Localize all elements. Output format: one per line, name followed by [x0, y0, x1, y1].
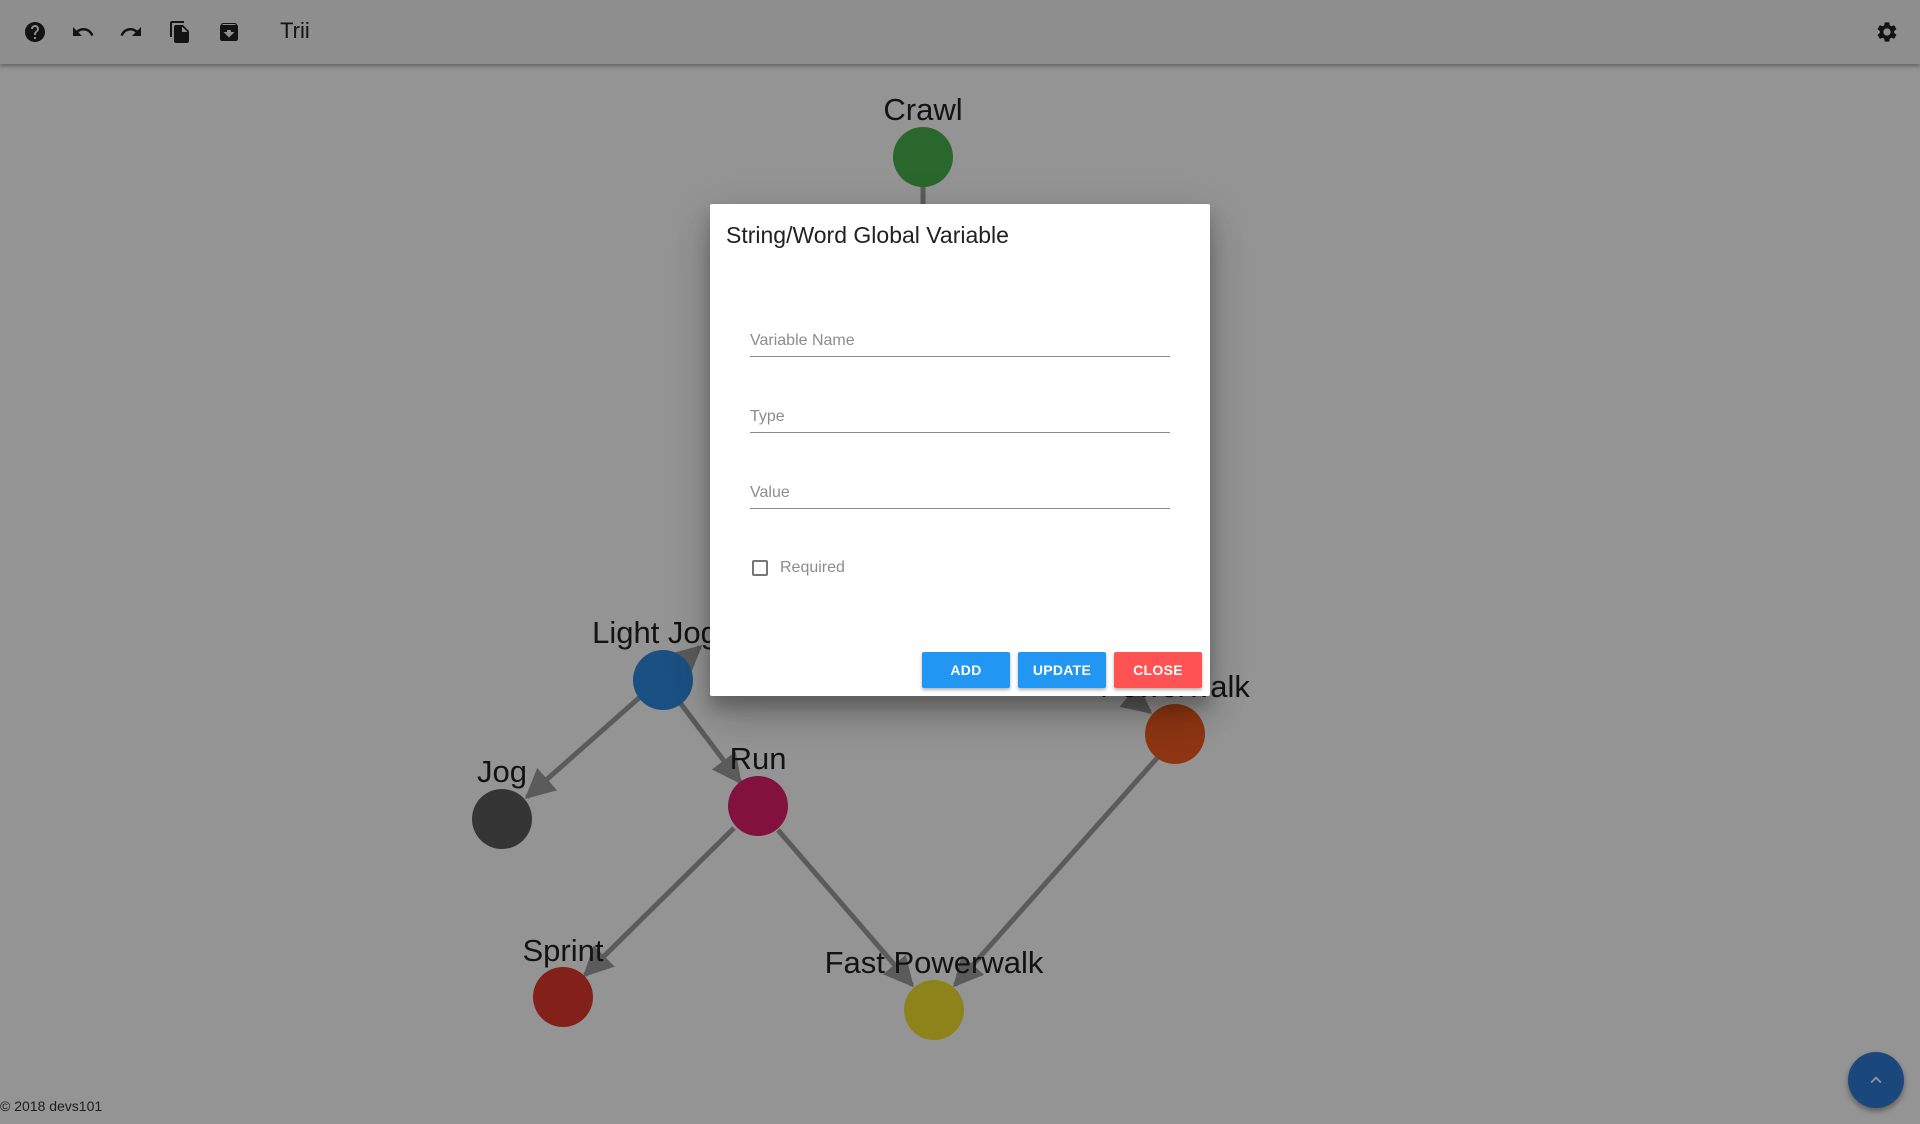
- variable-name-input[interactable]: [750, 332, 1170, 350]
- graph-nodes[interactable]: Crawl Light Jog Jog Run Sprint Fast Powerwalk…: [472, 92, 1250, 1040]
- help-button[interactable]: [17, 14, 53, 50]
- variable-name-field[interactable]: [750, 316, 1170, 357]
- required-row[interactable]: Required: [750, 556, 845, 580]
- graph-node-circle[interactable]: [904, 980, 964, 1040]
- value-field[interactable]: [750, 468, 1170, 509]
- scroll-up-fab[interactable]: [1848, 1052, 1904, 1108]
- graph-node[interactable]: Sprint: [523, 933, 604, 1027]
- redo-icon: [120, 27, 141, 36]
- graph-node-label: Light Jog: [592, 615, 718, 650]
- update-button[interactable]: UPDATE: [1018, 652, 1106, 688]
- chevron-up-icon: [1870, 1076, 1882, 1084]
- graph-node[interactable]: Jog: [472, 754, 532, 849]
- redo-button[interactable]: [113, 14, 149, 50]
- graph-node-circle[interactable]: [633, 650, 693, 710]
- graph-node-circle[interactable]: [1145, 704, 1205, 764]
- value-input[interactable]: [750, 484, 1170, 502]
- add-button[interactable]: ADD: [922, 652, 1010, 688]
- graph-node-circle[interactable]: [472, 789, 532, 849]
- graph-node[interactable]: Run: [728, 741, 788, 836]
- graph-node-label: Run: [730, 741, 787, 776]
- graph-node[interactable]: Crawl: [883, 92, 963, 187]
- graph-edge: [953, 755, 1160, 988]
- settings-icon: [1877, 22, 1897, 42]
- graph-node-label: Jog: [477, 754, 527, 789]
- graph-node[interactable]: Fast Powerwalk: [825, 945, 1044, 1040]
- graph-node-label: Sprint: [523, 933, 604, 968]
- archive-button[interactable]: [211, 14, 247, 50]
- graph-node-circle[interactable]: [893, 127, 953, 187]
- required-label: Required: [780, 559, 845, 576]
- graph-node-label: Fast Powerwalk: [825, 945, 1044, 980]
- app-title: Trii: [280, 18, 310, 43]
- graph-edge: [524, 695, 642, 799]
- settings-button[interactable]: [1869, 14, 1905, 50]
- copy-button[interactable]: [162, 14, 198, 50]
- required-checkbox[interactable]: [752, 560, 768, 576]
- undo-button[interactable]: [65, 14, 101, 50]
- graph-node-label: Crawl: [883, 92, 962, 127]
- help-icon: [25, 22, 45, 42]
- close-button[interactable]: CLOSE: [1114, 652, 1202, 688]
- copy-icon: [170, 21, 189, 43]
- copyright-footer: © 2018 devs101: [0, 1098, 103, 1114]
- type-input[interactable]: [750, 408, 1170, 426]
- global-variable-dialog: String/Word Global Variable Required ADD…: [710, 204, 1210, 696]
- graph-edge: [582, 826, 736, 978]
- graph-node[interactable]: Light Jog: [592, 615, 718, 710]
- undo-icon: [73, 27, 94, 36]
- dialog-title: String/Word Global Variable: [726, 222, 1009, 248]
- type-field[interactable]: [750, 392, 1170, 433]
- archive-icon: [220, 23, 238, 41]
- graph-edge: [676, 698, 742, 785]
- graph-node-circle[interactable]: [533, 967, 593, 1027]
- graph-node-circle[interactable]: [728, 776, 788, 836]
- app-bar: Trii: [0, 0, 1920, 64]
- graph-edge: [776, 828, 914, 988]
